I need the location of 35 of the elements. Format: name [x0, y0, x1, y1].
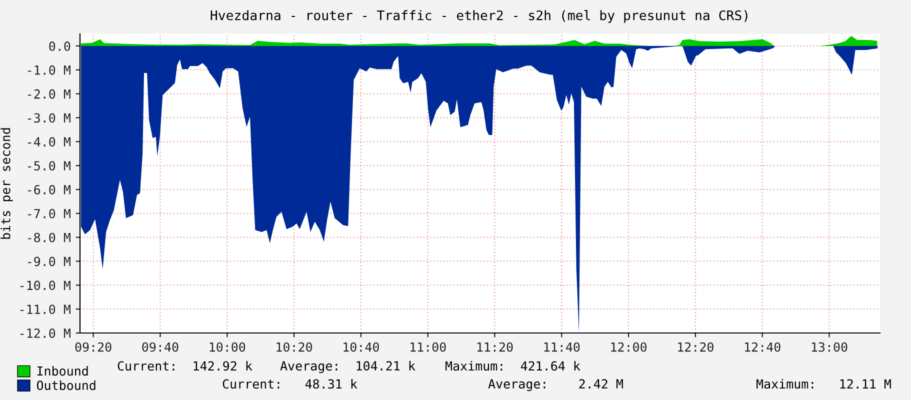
y-tick-label: -9.0 M [28, 256, 70, 266]
y-tick-label: -10.0 M [20, 280, 70, 290]
y-tick-label: -2.0 M [28, 89, 70, 99]
y-tick-label: -12.0 M [20, 328, 70, 338]
text: Average: 2.42 M [488, 379, 623, 392]
x-tick-label: 09:20 [75, 342, 112, 352]
x-tick-label: 09:40 [142, 342, 178, 352]
y-tick-label: -8.0 M [28, 232, 70, 242]
y-tick-label: -7.0 M [28, 208, 70, 218]
text: Maximum: 421.64 k [446, 360, 580, 371]
y-tick-label: -6.0 M [28, 184, 70, 194]
y-tick-label: -11.0 M [20, 304, 70, 314]
y-tick-label: -3.0 M [28, 113, 70, 123]
text: Current: 48.31 k [222, 378, 358, 389]
y-axis-title: bits per second [0, 128, 13, 239]
x-tick-label: 10:40 [344, 342, 379, 352]
y-tick-label: -4.0 M [28, 137, 70, 147]
x-tick-label: 11:40 [544, 342, 580, 352]
x-tick-label: 11:20 [477, 342, 513, 352]
legend-label: Outbound [36, 380, 96, 390]
text: Current: 142.92 k [118, 360, 252, 371]
legend-label: Inbound [37, 366, 88, 376]
x-tick-label: 12:40 [745, 342, 780, 352]
x-tick-label: 11:00 [410, 342, 446, 352]
text: Maximum: 12.11 M [756, 378, 891, 389]
y-tick-label: -1.0 M [28, 65, 70, 75]
y-tick-label: 0.0 [49, 41, 70, 51]
x-tick-label: 10:20 [276, 342, 312, 352]
chart-title: Hvezdarna - router - Traffic - ether2 - s2h (mel by presunut na CRS) [210, 10, 748, 23]
text: Average: 104.21 k [280, 360, 416, 374]
y-tick-label: -5.0 M [28, 161, 70, 171]
x-tick-label: 10:00 [210, 342, 246, 352]
x-tick-label: 12:20 [678, 342, 714, 352]
x-tick-label: 13:00 [812, 342, 848, 352]
x-tick-label: 12:00 [611, 342, 647, 352]
